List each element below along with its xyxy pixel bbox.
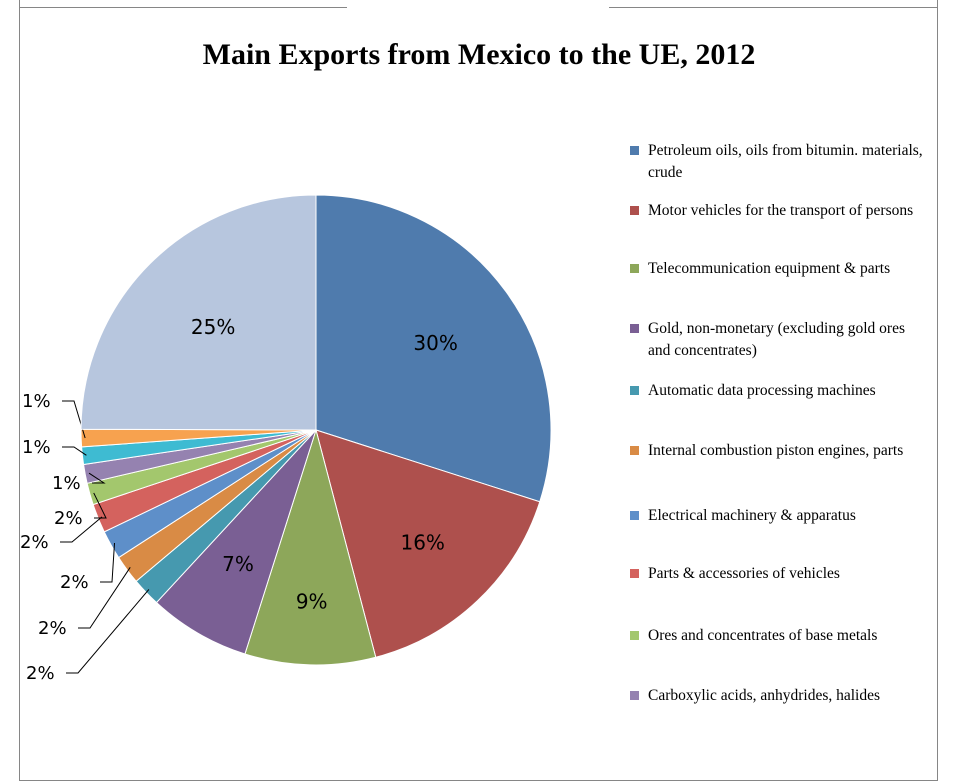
legend-swatch (630, 146, 639, 155)
leader-line (60, 516, 103, 543)
legend-swatch (630, 691, 639, 700)
data-label: 16% (400, 531, 444, 555)
legend-label: Carboxylic acids, anhydrides, halides (648, 687, 881, 704)
legend-label: Internal combustion piston engines, part… (648, 442, 904, 459)
data-label: 7% (222, 552, 254, 576)
legend-label: Automatic data processing machines (648, 382, 876, 399)
leader-line (93, 492, 107, 519)
legend-swatch (630, 446, 639, 455)
leader-line (62, 446, 87, 456)
legend-label: Ores and concentrates of base metals (648, 627, 878, 644)
pie-slice (315, 194, 552, 503)
pie-slice (155, 429, 317, 655)
legend-label: Electrical machinery & apparatus (648, 507, 856, 524)
legend-swatch (630, 324, 639, 333)
legend-swatch (630, 386, 639, 395)
data-label: 1% (22, 437, 51, 458)
legend-label: Motor vehicles for the transport of pers… (648, 202, 914, 219)
legend-swatch (630, 569, 639, 578)
legend-swatch (630, 264, 639, 273)
legend-swatch (630, 511, 639, 520)
leader-line (100, 542, 116, 583)
pie-slice (80, 194, 317, 431)
pie-slice (315, 429, 541, 658)
chart-frame-top-right (609, 7, 938, 8)
data-label: 1% (52, 473, 81, 494)
data-label: 2% (38, 618, 67, 639)
data-label: 9% (296, 589, 328, 613)
legend-label: Gold, non-monetary (excluding gold ores … (648, 320, 905, 359)
chart-frame (19, 0, 938, 781)
data-label: 30% (413, 331, 457, 355)
legend-label: Telecommunication equipment & parts (648, 260, 891, 277)
legend-swatch (630, 631, 639, 640)
leader-line (66, 589, 150, 674)
data-label: 25% (191, 315, 235, 339)
data-label: 1% (22, 391, 51, 412)
leader-line (88, 472, 106, 484)
chart-frame-top-left (19, 7, 347, 8)
chart-title: Main Exports from Mexico to the UE, 2012 (202, 38, 756, 71)
pie-slice (244, 428, 377, 666)
legend-swatch (630, 206, 639, 215)
leader-line (78, 567, 131, 629)
data-label: 2% (54, 508, 83, 529)
data-label: 2% (20, 532, 49, 553)
legend-label: Parts & accessories of vehicles (648, 565, 840, 582)
data-label: 2% (60, 572, 89, 593)
data-label: 2% (26, 663, 55, 684)
legend-label: Petroleum oils, oils from bitumin. mater… (648, 142, 923, 181)
